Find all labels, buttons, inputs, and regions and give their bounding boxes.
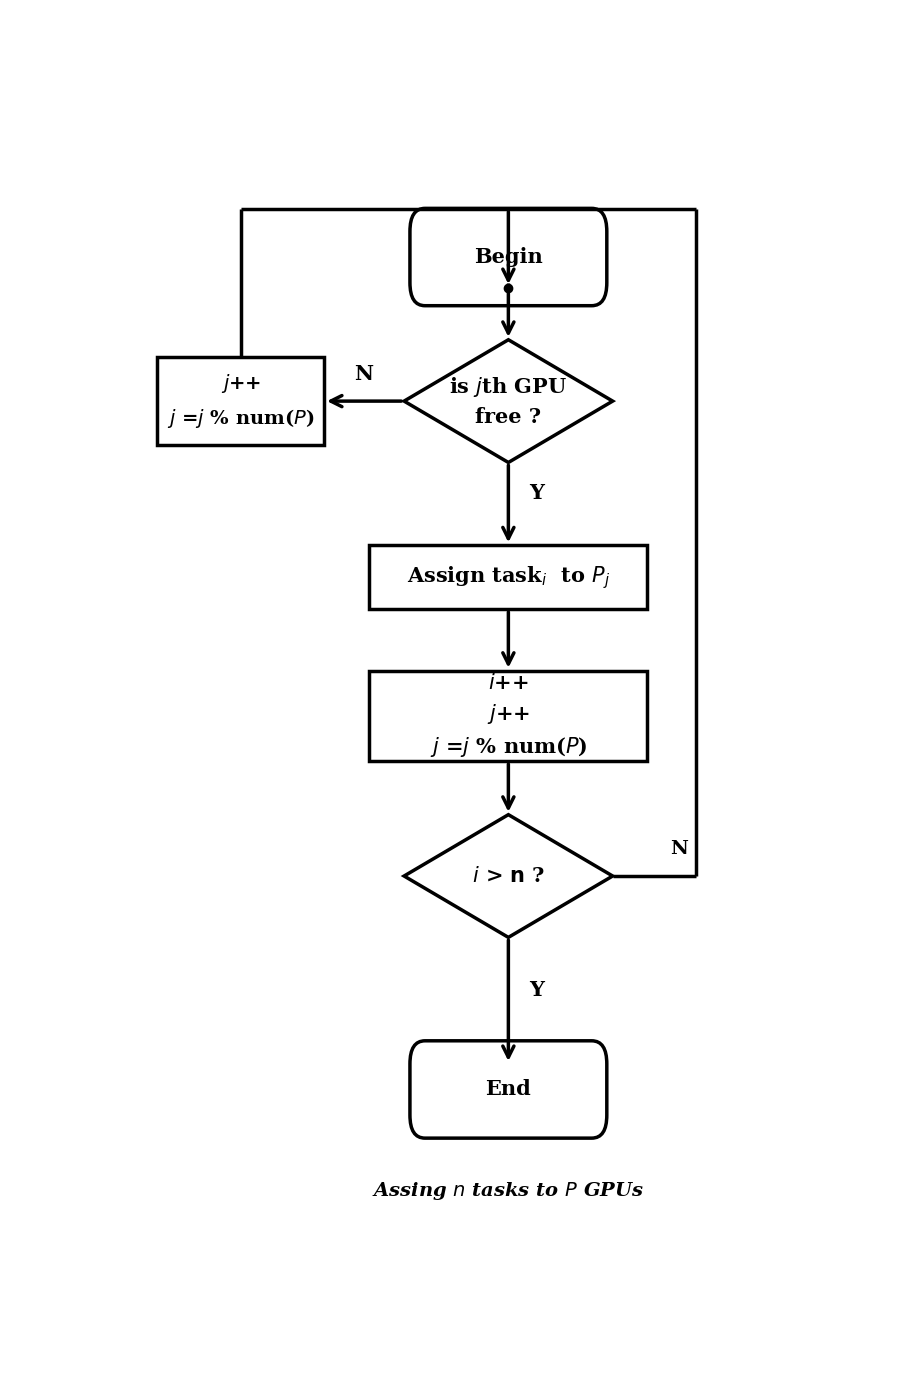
- Bar: [370, 671, 648, 761]
- Text: $j$++
$j$ =$j$ % num($P$): $j$++ $j$ =$j$ % num($P$): [167, 373, 315, 430]
- Polygon shape: [404, 340, 613, 463]
- Text: is $j$th GPU
free ?: is $j$th GPU free ?: [449, 376, 568, 427]
- Text: Y: Y: [528, 980, 544, 999]
- Text: End: End: [485, 1080, 531, 1099]
- Text: Y: Y: [528, 484, 544, 503]
- Text: $i$ > $\mathbf{n}$ ?: $i$ > $\mathbf{n}$ ?: [472, 866, 545, 886]
- Text: Assing $n$ tasks to $P$ GPUs: Assing $n$ tasks to $P$ GPUs: [372, 1179, 644, 1202]
- Text: Assign task$_i$  to $P_j$: Assign task$_i$ to $P_j$: [407, 564, 610, 590]
- FancyBboxPatch shape: [410, 208, 606, 306]
- Bar: [370, 545, 648, 610]
- Text: N: N: [354, 365, 374, 384]
- Text: N: N: [670, 840, 688, 858]
- Bar: [157, 358, 324, 445]
- Text: $i$++
$j$++
$j$ =$j$ % num($P$): $i$++ $j$++ $j$ =$j$ % num($P$): [430, 674, 588, 760]
- Text: Begin: Begin: [474, 247, 543, 267]
- FancyBboxPatch shape: [410, 1041, 606, 1138]
- Polygon shape: [404, 815, 613, 937]
